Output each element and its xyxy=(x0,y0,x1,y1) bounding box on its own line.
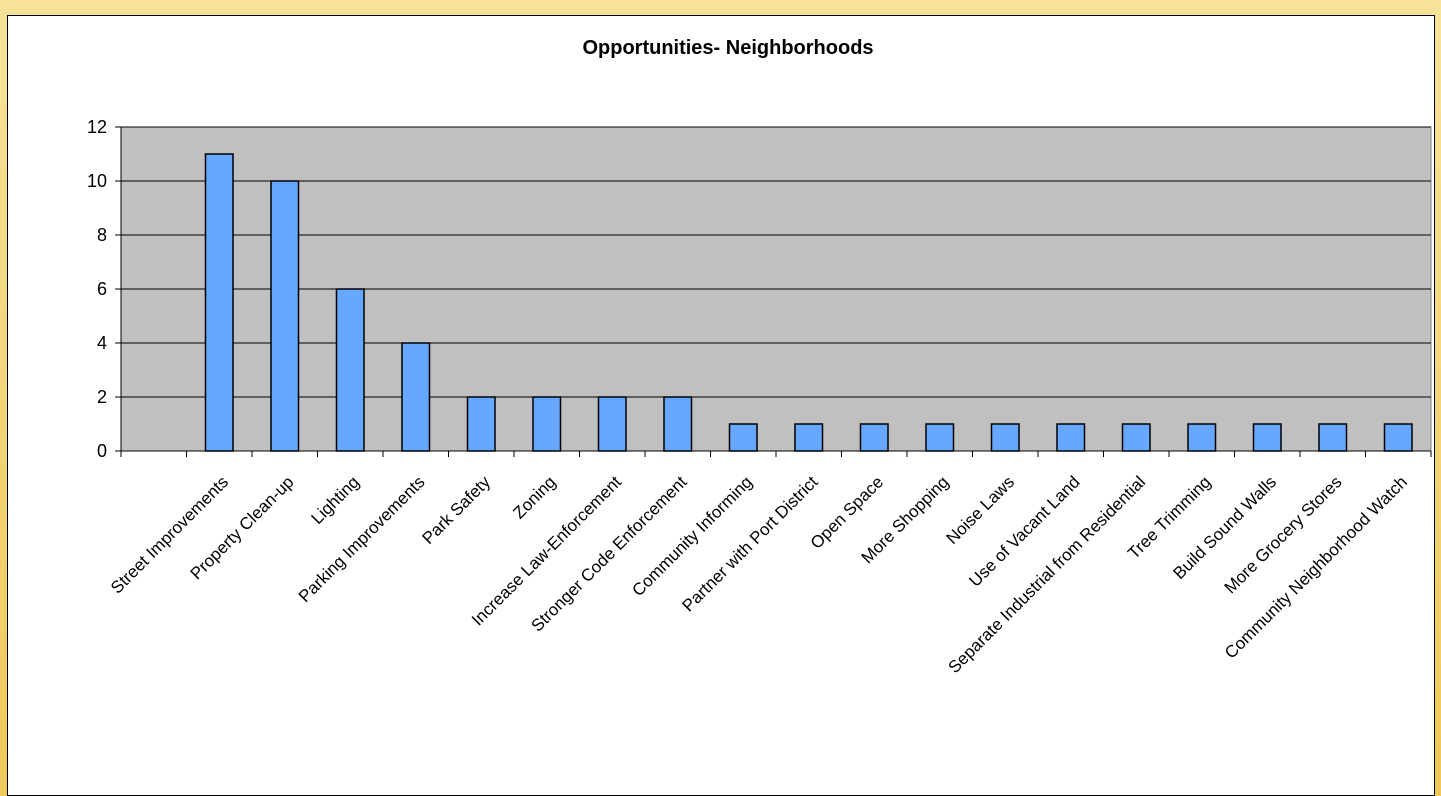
x-category-label: Community Informing xyxy=(628,472,756,600)
bar xyxy=(794,423,824,452)
y-tick-label: 8 xyxy=(97,225,107,245)
x-category-label: Use of Vacant Land xyxy=(965,472,1083,590)
bar xyxy=(1056,423,1086,452)
chart-title: Opportunities- Neighborhoods xyxy=(582,37,873,59)
y-tick-label: 2 xyxy=(97,387,107,407)
bar xyxy=(1318,423,1348,452)
bar xyxy=(925,423,955,452)
x-category-label: Park Safety xyxy=(419,472,495,548)
bar xyxy=(466,396,496,452)
y-tick-label: 10 xyxy=(87,171,107,191)
bar xyxy=(270,180,300,452)
bar xyxy=(990,423,1020,452)
y-tick-label: 0 xyxy=(97,441,107,461)
y-tick-label: 6 xyxy=(97,279,107,299)
x-category-label: Partner with Port District xyxy=(679,472,822,615)
y-tick-label: 12 xyxy=(87,117,107,137)
x-category-label: Lighting xyxy=(308,472,364,528)
bar xyxy=(204,153,234,452)
bar xyxy=(335,288,365,452)
bar xyxy=(401,342,431,452)
bar xyxy=(1187,423,1217,452)
y-tick-label: 4 xyxy=(97,333,107,353)
x-category-label: Zoning xyxy=(509,472,559,522)
bar xyxy=(532,396,562,452)
bar xyxy=(1383,423,1413,452)
x-category-label: Street Improvements xyxy=(107,472,232,597)
x-category-label: Parking Improvements xyxy=(295,472,429,606)
bar xyxy=(1252,423,1282,452)
bar xyxy=(859,423,889,452)
x-category-label: More Grocery Stores xyxy=(1221,472,1346,597)
bar xyxy=(663,396,693,452)
bar xyxy=(1121,423,1151,452)
bar xyxy=(597,396,627,452)
bar xyxy=(728,423,758,452)
